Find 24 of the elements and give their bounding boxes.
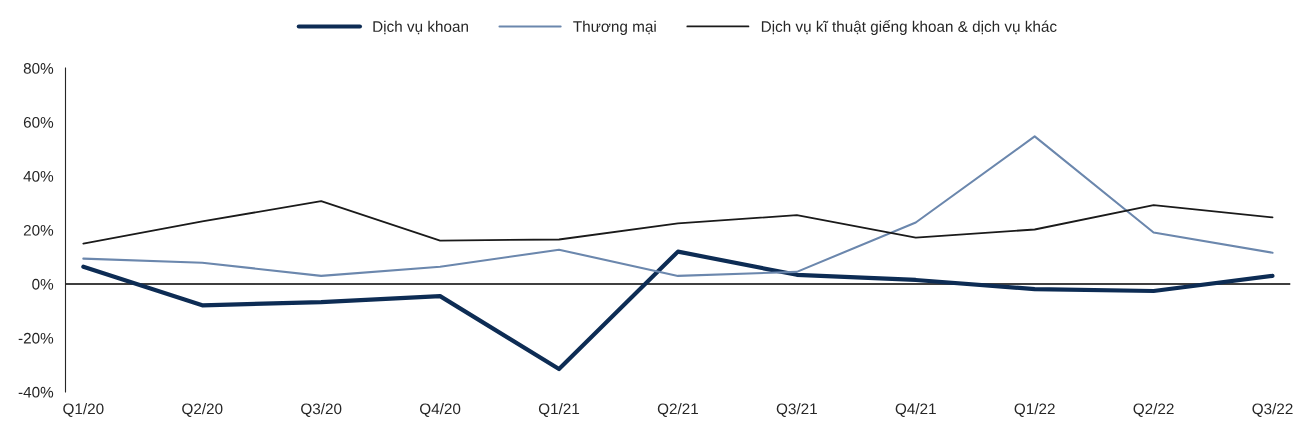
y-tick-label: 60% — [23, 116, 54, 128]
line-series — [82, 200, 1274, 245]
y-tick-label: 40% — [23, 170, 54, 182]
y-tick-label: -40% — [18, 386, 54, 398]
line-series — [82, 135, 1274, 277]
legend-label: Dịch vụ khoan — [373, 20, 468, 35]
x-tick-label: Q2/20 — [182, 403, 223, 417]
x-tick-label: Q2/22 — [1133, 403, 1174, 417]
y-tick-label: -20% — [18, 332, 54, 344]
x-tick-label: Q4/20 — [420, 403, 461, 417]
y-tick-label: 0% — [32, 278, 54, 290]
x-tick-label: Q3/20 — [301, 403, 342, 417]
line-series — [81, 249, 1275, 372]
y-tick-label: 80% — [23, 63, 54, 74]
x-tick-label: Q1/21 — [538, 403, 580, 417]
legend-label: Thương mại — [573, 20, 656, 35]
x-tick-label: Q4/21 — [895, 403, 936, 417]
x-tick-label: Q3/22 — [1252, 403, 1293, 417]
legend-label: Dịch vụ kĩ thuật giếng khoan & dịch vụ khác — [761, 20, 1057, 35]
x-tick-label: Q2/21 — [657, 403, 698, 417]
y-tick-label: 20% — [23, 224, 54, 236]
x-tick-label: Q1/20 — [63, 403, 104, 417]
x-tick-label: Q1/22 — [1014, 403, 1055, 417]
x-tick-label: Q3/21 — [776, 403, 817, 417]
